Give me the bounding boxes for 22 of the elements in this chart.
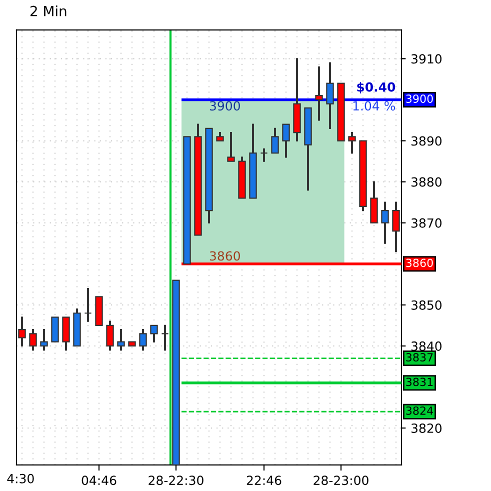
ref-line-label: 3900 <box>210 101 240 111</box>
annotation: 1.04 % <box>353 101 396 111</box>
y-tick-label: 3820 <box>411 424 442 433</box>
y-tick-label: 3840 <box>411 341 442 351</box>
ref-line-label: 3860 <box>210 251 240 261</box>
text: 4:30 <box>7 474 34 484</box>
y-tick-label: 3850 <box>411 300 442 310</box>
x-tick-label: 04:46 <box>82 476 116 486</box>
x-tick-label: 28-23:00 <box>314 476 368 486</box>
x-tick-label: 28-22:30 <box>148 476 204 486</box>
text: 3900 <box>406 94 433 103</box>
y-tick-label: 3870 <box>411 218 442 228</box>
x-tick-label: 22:46 <box>246 476 282 486</box>
y-tick-label: 3890 <box>411 136 442 146</box>
ref-line-label: 3824 <box>406 406 434 415</box>
ref-line-label: 3837 <box>406 353 433 362</box>
chart-title: 2 Min <box>30 6 66 16</box>
y-tick-label: 3880 <box>411 177 442 187</box>
annotation: $0.40 <box>357 82 396 94</box>
ref-line-label: 3831 <box>406 378 433 386</box>
y-tick-label: 3910 <box>411 54 442 64</box>
text: 3860 <box>406 258 433 268</box>
